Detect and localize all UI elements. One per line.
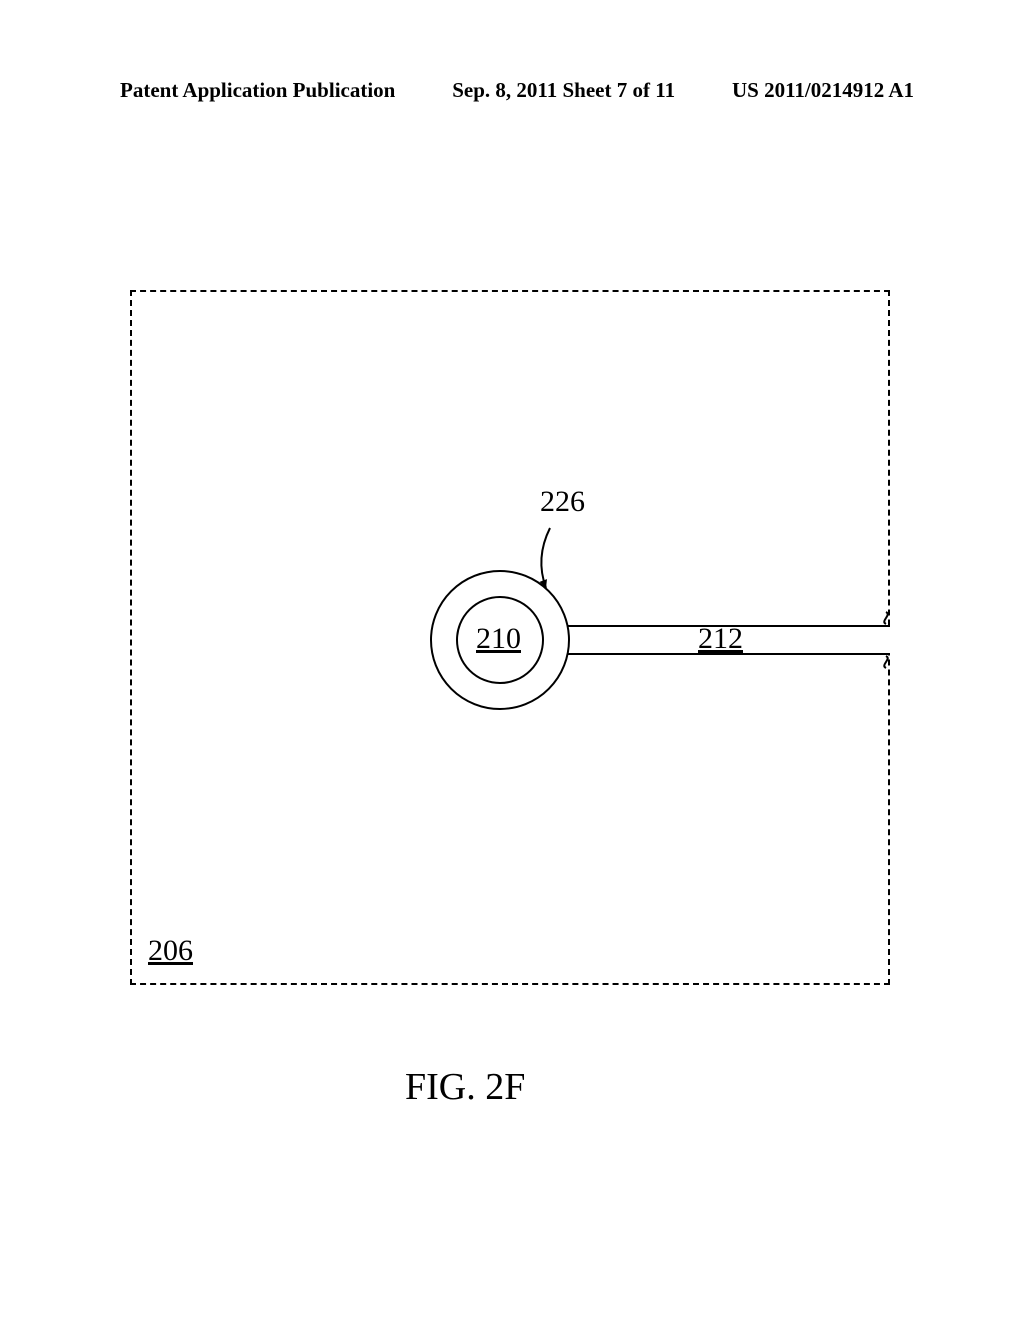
figure-2f: 226 210 212 206 <box>130 290 895 990</box>
ref-label-210: 210 <box>476 622 521 656</box>
ref-label-226: 226 <box>540 485 585 519</box>
ref-label-212: 212 <box>698 622 743 656</box>
page-header: Patent Application Publication Sep. 8, 2… <box>0 0 1024 103</box>
header-center: Sep. 8, 2011 Sheet 7 of 11 <box>452 78 675 103</box>
ref-label-206: 206 <box>148 934 193 968</box>
figure-caption: FIG. 2F <box>405 1065 525 1109</box>
header-left: Patent Application Publication <box>120 78 395 103</box>
header-right: US 2011/0214912 A1 <box>732 78 914 103</box>
